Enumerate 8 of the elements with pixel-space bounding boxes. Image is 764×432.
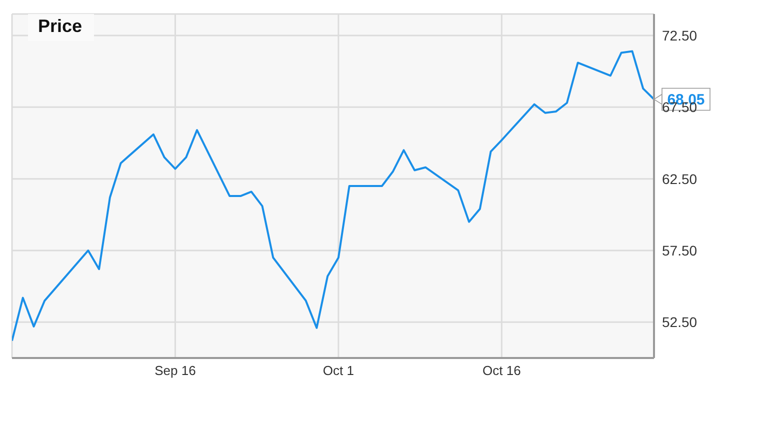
y-tick-label: 62.50 bbox=[662, 170, 698, 187]
y-tick-label: 72.50 bbox=[662, 27, 698, 44]
x-tick-label: Oct 16 bbox=[482, 363, 521, 378]
x-tick-label: Oct 1 bbox=[322, 363, 354, 378]
y-tick-label: 52.50 bbox=[662, 314, 698, 330]
y-tick-label: 57.50 bbox=[662, 242, 698, 258]
x-tick-label: Sep 16 bbox=[154, 363, 196, 378]
chart-title: Price bbox=[28, 14, 94, 41]
